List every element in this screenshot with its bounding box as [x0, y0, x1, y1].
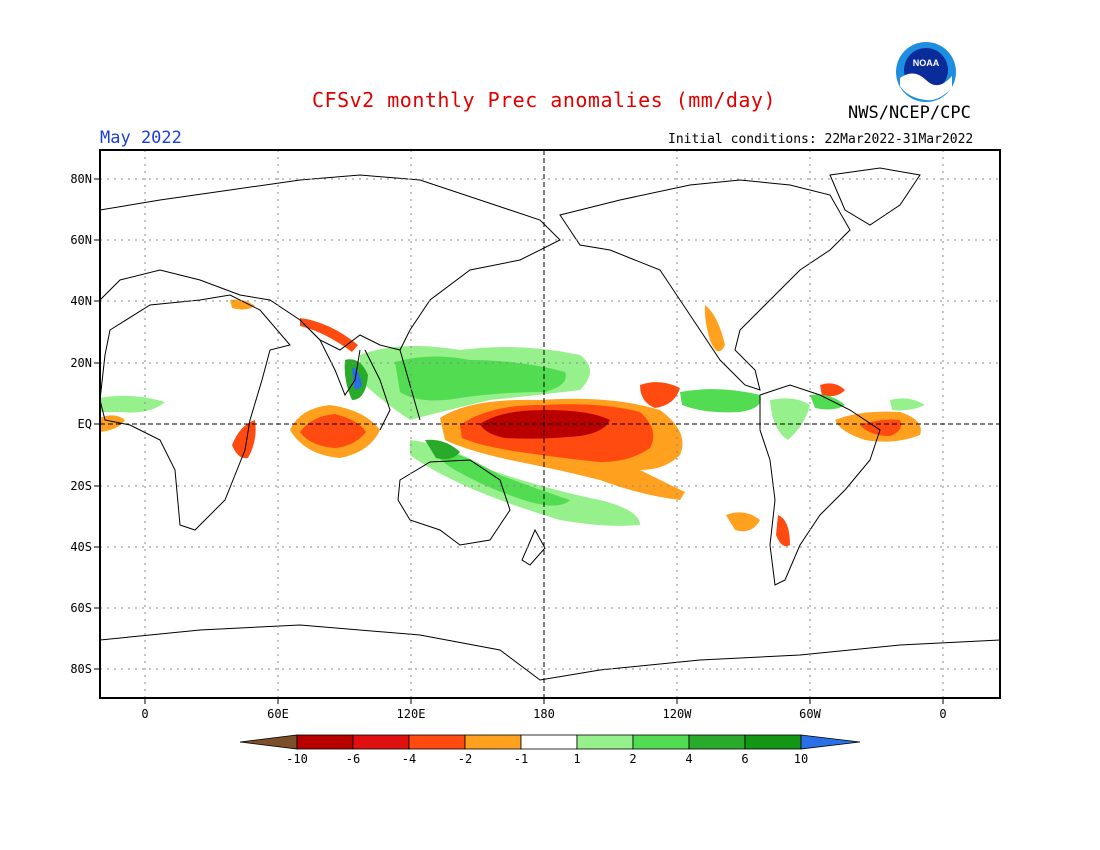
colorbar-arrow-low	[239, 734, 298, 750]
map-title: CFSv2 monthly Prec anomalies (mm/day)	[312, 88, 777, 112]
anomaly-dry-caribbean	[640, 382, 680, 408]
colorbar-bin-9	[744, 734, 802, 750]
lat-label-40n: 40N	[70, 294, 92, 308]
colorbar-label-2: -6	[346, 752, 360, 766]
colorbar-label-7: 2	[629, 752, 636, 766]
initial-conditions: Initial conditions: 22Mar2022-31Mar2022	[668, 132, 974, 147]
anomaly-wet-itcz-east	[680, 389, 761, 413]
lon-label-0: 0	[141, 707, 148, 721]
lon-label-60w: 60W	[799, 707, 821, 721]
anomaly-dry-patagonia	[776, 515, 790, 547]
lat-label-80s: 80S	[70, 662, 92, 676]
forecast-month: May 2022	[100, 128, 182, 148]
coast-australia	[397, 459, 511, 546]
axis-ticks	[94, 178, 944, 704]
coast-antarctica	[100, 624, 1000, 681]
coast-india	[299, 319, 361, 397]
coast-greenland	[829, 167, 921, 226]
anomaly-wet-africa-w	[100, 395, 165, 413]
anomaly-dry-s-pacific	[726, 512, 760, 532]
lat-label-20n: 20N	[70, 356, 92, 370]
coast-north-america	[559, 179, 851, 391]
anomaly-dry-atlantic-n	[820, 383, 845, 397]
noaa-logo-gull	[900, 73, 952, 101]
colorbar-label-4: -2	[458, 752, 472, 766]
coast-se-asia	[364, 349, 421, 431]
anomaly-dry-arabian	[300, 318, 358, 352]
coast-new-zealand	[521, 528, 546, 566]
colorbar-bin-3	[408, 734, 466, 750]
agency-label: NWS/NCEP/CPC	[848, 103, 971, 123]
anomaly-dry-med	[230, 299, 255, 310]
noaa-logo: NOAA	[896, 42, 956, 102]
lon-label-180: 180	[533, 707, 555, 721]
lat-label-80n: 80N	[70, 172, 92, 186]
reference-lines	[100, 150, 1000, 698]
anomaly-wet-maritime	[425, 439, 460, 460]
anomaly-dry-nw-mexico	[704, 305, 725, 352]
anomaly-wet-atlantic-itcz	[810, 394, 845, 410]
colorbar-bin-7	[632, 734, 690, 750]
anomaly-wet-brazil	[770, 398, 810, 440]
anomaly-fields	[100, 299, 925, 547]
colorbar-bin-5	[520, 734, 578, 750]
anomaly-dry-indian-core	[300, 414, 366, 448]
colorbar-label-1: -10	[286, 752, 308, 766]
lat-label-eq: EQ	[78, 417, 92, 431]
colorbar: -10 -6 -4 -2 -1 1 2 4 6 10	[239, 734, 861, 766]
lat-label-40s: 40S	[70, 540, 92, 554]
lon-label-120w: 120W	[663, 707, 693, 721]
colorbar-bin-1	[296, 734, 354, 750]
colorbar-bin-2	[352, 734, 410, 750]
colorbar-bin-6	[576, 734, 634, 750]
colorbar-arrow-high	[800, 734, 861, 750]
anomaly-wet-west-pacific-mid	[395, 356, 566, 401]
coastlines	[100, 167, 1000, 681]
colorbar-label-6: 1	[573, 752, 580, 766]
colorbar-label-8: 4	[685, 752, 692, 766]
lon-label-60e: 60E	[267, 707, 289, 721]
anomaly-wet-atlantic-ne	[890, 398, 925, 411]
anomaly-wet-bay-bengal-core	[352, 367, 362, 390]
colorbar-label-9: 6	[741, 752, 748, 766]
anomaly-dry-east-africa	[232, 420, 256, 459]
lat-label-60s: 60S	[70, 601, 92, 615]
colorbar-bin-4	[464, 734, 522, 750]
coast-africa-europe	[100, 294, 291, 531]
colorbar-label-5: -1	[514, 752, 528, 766]
colorbar-label-10: 10	[794, 752, 808, 766]
colorbar-bin-8	[688, 734, 746, 750]
coast-eurasia-north	[100, 174, 561, 351]
lon-label-0-east: 0	[939, 707, 946, 721]
lon-label-120e: 120E	[397, 707, 426, 721]
lat-label-20s: 20S	[70, 479, 92, 493]
colorbar-label-3: -4	[402, 752, 416, 766]
noaa-logo-text: NOAA	[913, 58, 940, 68]
lat-label-60n: 60N	[70, 233, 92, 247]
